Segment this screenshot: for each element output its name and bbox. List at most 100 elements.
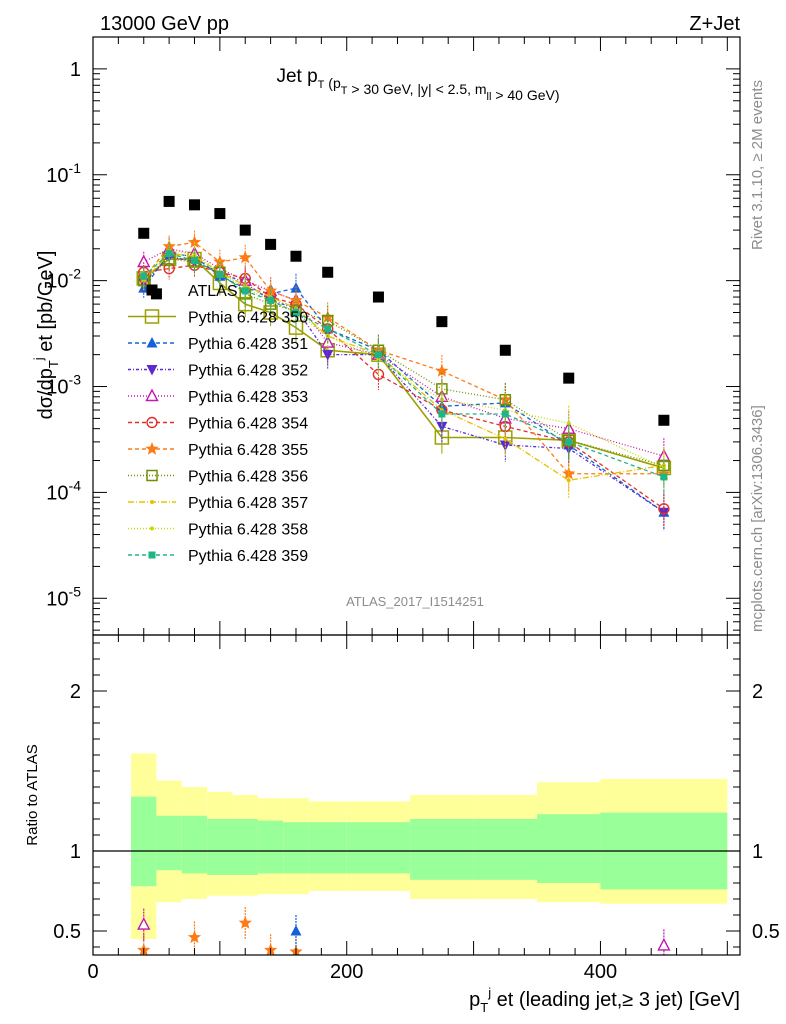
y-axis-label-ratio: Ratio to ATLAS (24, 744, 41, 845)
ratio-series-pythia-6-428-355 (137, 907, 303, 955)
x-axis-label: pTj et (leading jet,≥ 3 jet) [GeV] (469, 985, 740, 1015)
data-point (436, 421, 448, 433)
main-plot-area (136, 195, 672, 531)
data-point (290, 250, 302, 262)
legend-label: Pythia 6.428 354 (188, 416, 308, 433)
legend-marker (145, 442, 159, 455)
ratio-point (187, 930, 202, 944)
legend-label: Pythia 6.428 352 (188, 363, 308, 380)
legend-marker (146, 469, 158, 482)
data-point (321, 310, 335, 323)
data-point (163, 195, 175, 207)
stat-uncertainty-bin (257, 820, 284, 874)
data-point (137, 254, 151, 268)
stat-uncertainty-bin (283, 822, 309, 874)
legend-marker (150, 500, 154, 504)
x-tick-label: 200 (330, 961, 363, 983)
ratio-series-pythia-6-428-353 (137, 908, 671, 955)
stat-uncertainty-bin (156, 815, 182, 871)
y-tick-label: 10-1 (46, 160, 81, 187)
legend-entry: Pythia 6.428 353 (128, 388, 308, 406)
legend-label: Pythia 6.428 350 (188, 310, 308, 327)
svg-text:dσ/dpTj et [pb/GeV]: dσ/dpTj et [pb/GeV] (31, 251, 61, 420)
data-point (565, 438, 573, 446)
data-point (187, 235, 202, 248)
x-tick-label: 400 (584, 961, 617, 983)
legend-marker (146, 416, 158, 429)
ratio-plot-area (137, 907, 671, 955)
legend-label: Pythia 6.428 358 (188, 522, 308, 539)
data-point (140, 272, 148, 280)
legend: ATLAS Pythia 6.428 350 Pythia 6.428 351 Pyt… (128, 283, 308, 565)
legend-label: Pythia 6.428 353 (188, 389, 308, 406)
legend-label: ATLAS (188, 283, 238, 300)
process-label: Z+Jet (689, 13, 740, 35)
ratio-y-tick-label: 2 (70, 681, 81, 703)
ratio-y-tick-label: 0.5 (752, 921, 780, 943)
legend-entry: Pythia 6.428 351 (128, 336, 308, 353)
stat-uncertainty-bin (232, 819, 258, 875)
ratio-point (238, 916, 252, 929)
legend-label: Pythia 6.428 355 (188, 442, 308, 459)
legend-marker (145, 388, 159, 402)
series-pythia-6-428-359 (140, 242, 668, 495)
y-tick-label: 1 (70, 59, 81, 81)
stat-uncertainty-bin (346, 822, 411, 874)
data-point (267, 296, 275, 304)
legend-label: Pythia 6.428 359 (188, 548, 308, 565)
data-point (660, 473, 668, 481)
data-point (374, 351, 382, 359)
data-point (435, 364, 449, 377)
data-point (292, 309, 300, 317)
data-point (503, 436, 508, 441)
legend-marker (150, 526, 154, 531)
axes: 1 10-1 10-2 10-3 10-4 10-5 0 200 400 0.5 0.5 1 1 2 2 (46, 36, 780, 983)
ratio-y-tick-label: 0.5 (53, 921, 81, 943)
data-point (241, 287, 249, 295)
data-point (214, 208, 226, 220)
legend-entry: Pythia 6.428 359 (128, 548, 308, 565)
legend-entry: Pythia 6.428 354 (128, 416, 308, 433)
data-point (188, 199, 200, 211)
data-point (238, 250, 252, 264)
legend-marker (144, 309, 160, 324)
legend-entry: Pythia 6.428 352 (128, 363, 308, 380)
data-point (322, 266, 334, 278)
data-point (499, 344, 511, 356)
legend-label: Pythia 6.428 351 (188, 336, 308, 353)
ratio-point (137, 917, 151, 930)
data-point (239, 224, 251, 236)
ratio-y-tick-label: 1 (752, 841, 763, 863)
ratio-y-tick-label: 2 (752, 681, 763, 703)
ratio-point (290, 925, 302, 936)
mcplots-label: mcplots.cern.ch [arXiv:1306.3436] (749, 405, 766, 632)
ratio-uncertainty-bands (93, 753, 740, 939)
data-point (438, 410, 446, 418)
stat-uncertainty-bin (181, 815, 208, 874)
stat-uncertainty-bin (410, 819, 474, 880)
data-point (138, 227, 150, 239)
chart-title: Jet pT (pT > 30 GeV, |y| < 2.5, mll > 40… (276, 66, 559, 103)
legend-marker (146, 365, 158, 376)
stat-uncertainty-bin (537, 814, 601, 883)
y-tick-label: 10-5 (46, 583, 81, 610)
legend-entry: ATLAS (146, 283, 238, 300)
x-tick-label: 0 (87, 961, 98, 983)
ratio-series-pythia-6-428-351 (290, 915, 302, 947)
data-point (376, 357, 381, 362)
ratio-frame (92, 634, 741, 956)
legend-marker (148, 551, 156, 559)
data-point (566, 421, 571, 426)
rivet-label: Rivet 3.1.10, ≥ 2M events (749, 80, 766, 250)
legend-label: Pythia 6.428 356 (188, 469, 308, 486)
data-point (499, 440, 511, 452)
data-point (165, 250, 173, 258)
data-point (216, 270, 224, 278)
energy-label: 13000 GeV pp (100, 13, 229, 35)
data-point (563, 372, 575, 384)
legend-label: Pythia 6.428 357 (188, 495, 308, 512)
legend-entry: Pythia 6.428 357 (128, 495, 308, 512)
data-point (190, 256, 198, 264)
analysis-id-label: ATLAS_2017_I1514251 (346, 594, 484, 609)
